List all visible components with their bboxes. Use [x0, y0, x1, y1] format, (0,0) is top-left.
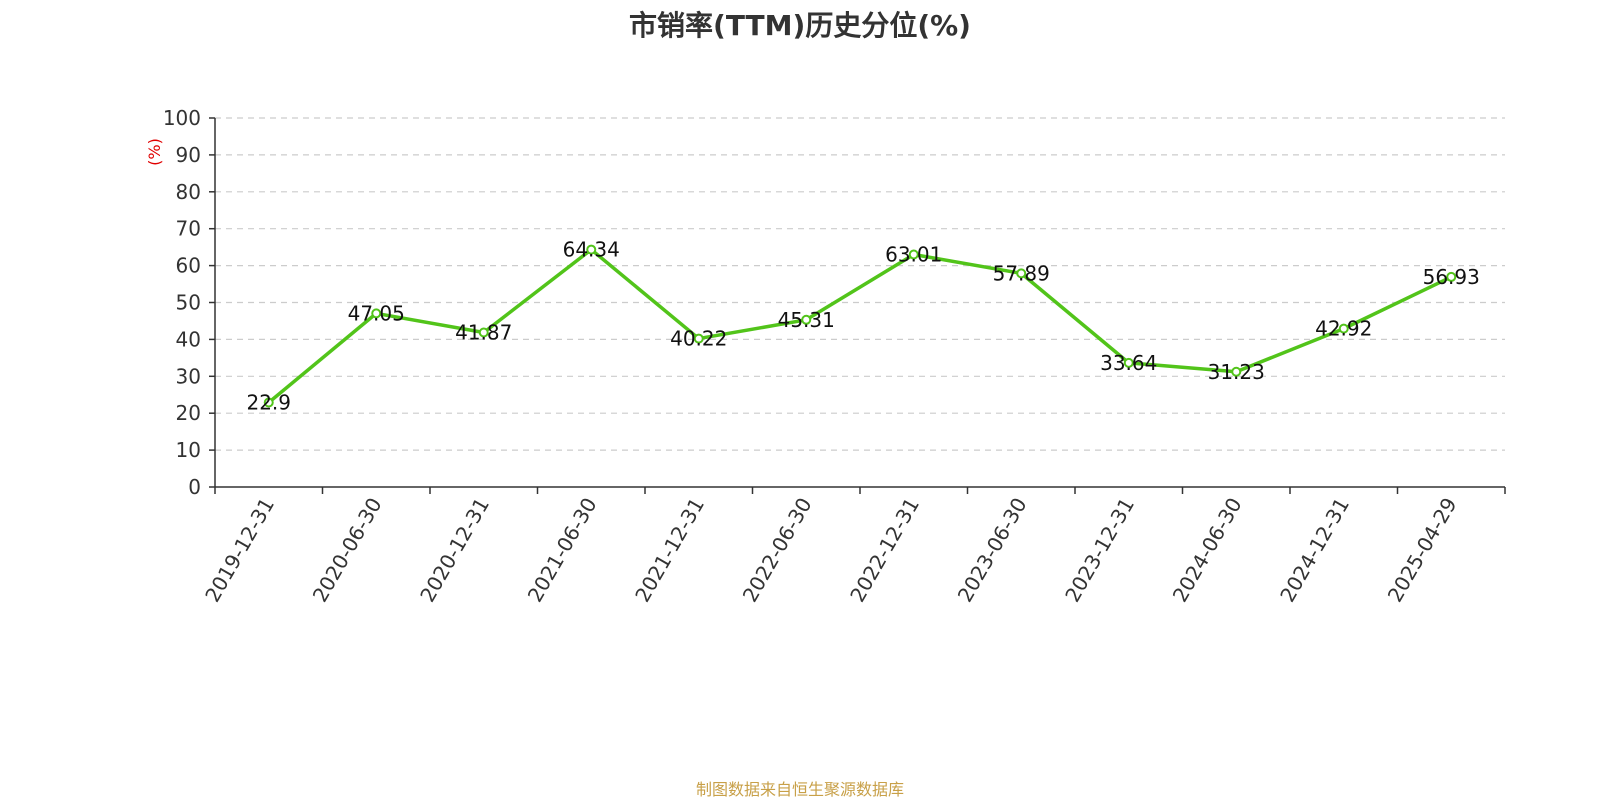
y-axis-label: (%)	[145, 138, 164, 166]
y-tick-label: 60	[176, 254, 201, 278]
x-tick-label: 2020-06-30	[308, 494, 387, 607]
data-point	[908, 249, 919, 260]
data-point	[371, 308, 382, 319]
y-tick-label: 40	[176, 327, 201, 351]
x-tick-label: 2021-06-30	[523, 494, 602, 607]
x-tick-label: 2025-04-29	[1383, 494, 1462, 607]
y-tick-label: 20	[176, 401, 201, 425]
data-point	[1123, 357, 1134, 368]
data-point	[801, 314, 812, 325]
y-tick-label: 90	[176, 143, 201, 167]
data-point	[263, 397, 274, 408]
data-label: 22.9	[246, 390, 291, 414]
x-tick-label: 2022-06-30	[738, 494, 817, 607]
data-label: 45.31	[778, 308, 835, 332]
data-point	[1338, 323, 1349, 334]
y-tick-label: 0	[188, 475, 201, 499]
data-label: 40.22	[670, 327, 727, 351]
data-point	[586, 244, 597, 255]
x-tick-label: 2023-12-31	[1060, 494, 1139, 607]
data-label: 56.93	[1423, 265, 1480, 289]
series	[263, 244, 1457, 408]
data-label: 31.23	[1208, 360, 1265, 384]
y-tick-label: 50	[176, 291, 201, 315]
data-label: 42.92	[1315, 317, 1372, 341]
series-line	[267, 247, 1453, 405]
data-point	[1446, 271, 1457, 282]
y-tick-label: 100	[163, 106, 201, 130]
data-labels: 22.9 47.05 41.87 64.34 40.22 45.31 63.01 57.89 3…	[246, 238, 1479, 415]
x-tick-label: 2020-12-31	[415, 494, 494, 607]
source-note: 制图数据来自恒生聚源数据库	[695, 780, 904, 799]
data-label: 57.89	[993, 261, 1050, 285]
data-point	[693, 333, 704, 344]
x-tick-label: 2022-12-31	[845, 494, 924, 607]
x-tick-label: 2023-06-30	[953, 494, 1032, 607]
data-label: 41.87	[455, 320, 512, 344]
data-point	[1016, 268, 1027, 279]
gridlines	[215, 117, 1505, 451]
y-tick-label: 70	[176, 217, 201, 241]
axes: 0 10 20 30 40 50 60 70 80 90 100 (%) 2019-12-31 2020-…	[145, 106, 1506, 607]
x-tick-label: 2024-12-31	[1275, 494, 1354, 607]
y-tick-label: 10	[176, 438, 201, 462]
data-point	[1231, 366, 1242, 377]
y-tick-label: 80	[176, 180, 201, 204]
y-tick-label: 30	[176, 364, 201, 388]
data-label: 64.34	[563, 238, 620, 262]
data-point	[478, 327, 489, 338]
x-tick-label: 2019-12-31	[200, 494, 279, 607]
data-label: 47.05	[348, 301, 405, 325]
data-label: 33.64	[1100, 351, 1157, 375]
chart-title: 市销率(TTM)历史分位(%)	[629, 9, 971, 42]
x-tick-label: 2024-06-30	[1168, 494, 1247, 607]
x-tick-label: 2021-12-31	[630, 494, 709, 607]
data-label: 63.01	[885, 242, 942, 266]
